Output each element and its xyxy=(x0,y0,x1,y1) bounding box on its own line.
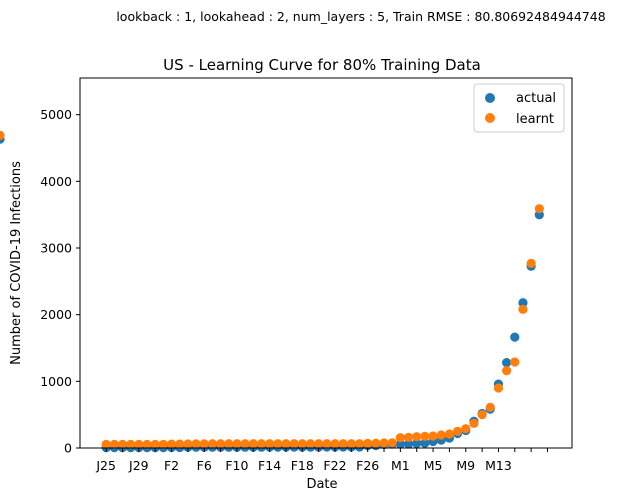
y-axis-ticks: 0 1000 2000 3000 4000 5000 xyxy=(40,107,80,456)
learnt-point xyxy=(322,439,332,449)
learnt-point xyxy=(175,439,185,449)
learnt-point xyxy=(117,439,128,449)
legend-box xyxy=(473,83,565,133)
learnt-point xyxy=(256,439,267,449)
learnt-point xyxy=(0,130,5,140)
x-tick-label: F6 xyxy=(197,458,212,473)
learnt-point xyxy=(134,439,144,449)
legend-marker-learnt xyxy=(485,113,495,123)
learnt-point xyxy=(526,258,536,268)
learnt-point xyxy=(224,439,234,449)
y-tick-label: 3000 xyxy=(40,241,72,256)
learnt-point xyxy=(387,438,397,448)
learnt-point xyxy=(314,439,324,449)
learnt-point xyxy=(346,439,356,449)
actual-point xyxy=(510,332,520,342)
learnt-point xyxy=(363,438,373,448)
learnt-point xyxy=(101,439,111,449)
learnt-point xyxy=(485,402,495,412)
learnt-point xyxy=(297,439,307,449)
learnt-point xyxy=(158,439,168,449)
learnt-point xyxy=(436,430,446,440)
learnt-point xyxy=(215,439,226,449)
learnt-point xyxy=(420,431,430,441)
learnt-point xyxy=(281,439,291,449)
legend-label-actual: actual xyxy=(516,91,556,106)
x-tick-label: M1 xyxy=(391,458,410,473)
learnt-point xyxy=(150,439,160,449)
learnt-point xyxy=(338,439,348,449)
x-tick-label: F14 xyxy=(258,458,281,473)
actual-point xyxy=(412,438,422,448)
learnt-point xyxy=(126,439,136,449)
plot-frame xyxy=(79,77,573,449)
learnt-point xyxy=(477,410,487,420)
data-points xyxy=(0,130,544,453)
learnt-point xyxy=(412,432,422,442)
x-tick-label: J25 xyxy=(95,458,116,473)
x-tick-label: M9 xyxy=(456,458,475,473)
learnt-point xyxy=(142,439,152,449)
learnt-point xyxy=(493,383,504,393)
learnt-point xyxy=(305,439,316,449)
y-tick-label: 2000 xyxy=(40,307,72,322)
x-tick-label: F2 xyxy=(164,458,179,473)
learnt-point xyxy=(273,439,283,449)
legend-label-learnt: learnt xyxy=(516,112,554,127)
x-axis-label: Date xyxy=(306,477,337,492)
learnt-point xyxy=(403,432,414,442)
learnt-point xyxy=(379,438,389,448)
learnt-point xyxy=(183,439,193,449)
y-tick-label: 0 xyxy=(64,441,72,456)
actual-point xyxy=(502,358,512,368)
actual-point xyxy=(395,439,405,449)
learnt-point xyxy=(371,438,381,448)
y-tick-label: 4000 xyxy=(40,174,72,189)
y-tick-label: 1000 xyxy=(40,374,72,389)
learnt-point xyxy=(395,433,405,443)
x-tick-label: F18 xyxy=(291,458,314,473)
learnt-point xyxy=(240,439,250,449)
learnt-point xyxy=(166,439,177,449)
learnt-point xyxy=(469,418,479,428)
x-tick-label: J29 xyxy=(128,458,149,473)
learnt-point xyxy=(232,439,242,449)
learnt-point xyxy=(518,304,528,314)
learnt-point xyxy=(191,439,201,449)
learnt-point xyxy=(452,426,463,436)
actual-point xyxy=(518,298,528,308)
x-tick-label: F22 xyxy=(323,458,346,473)
learnt-point xyxy=(428,431,438,441)
learnt-point xyxy=(207,439,217,449)
y-tick-label: 5000 xyxy=(40,107,72,122)
learnt-point xyxy=(289,439,299,449)
x-tick-label: M5 xyxy=(424,458,443,473)
learnt-point xyxy=(109,439,119,449)
legend: actual learnt xyxy=(473,83,565,133)
learnt-point xyxy=(461,424,471,434)
figure-suptitle: lookback : 1, lookahead : 2, num_layers … xyxy=(116,9,605,24)
learnt-point xyxy=(510,357,520,367)
learnt-point xyxy=(534,204,544,214)
learnt-point xyxy=(330,439,340,449)
plot-area xyxy=(80,78,572,448)
learnt-point xyxy=(265,439,275,449)
learnt-point xyxy=(354,439,365,449)
x-tick-label: F10 xyxy=(225,458,248,473)
learnt-point xyxy=(502,366,512,376)
actual-point xyxy=(403,439,414,449)
x-tick-label: F26 xyxy=(356,458,379,473)
y-axis-label: Number of COVID-19 Infections xyxy=(9,161,24,365)
legend-marker-actual xyxy=(485,93,495,103)
learnt-point xyxy=(444,429,455,439)
chart-title: US - Learning Curve for 80% Training Dat… xyxy=(163,56,481,74)
x-axis-ticks: J25 J29 F2 F6 F10 F14 F18 F22 F26 M1 M5 M9 M13 xyxy=(95,448,548,473)
x-tick-label: M13 xyxy=(485,458,512,473)
learnt-point xyxy=(199,439,209,449)
learnt-point xyxy=(248,439,258,449)
actual-point xyxy=(420,438,430,448)
